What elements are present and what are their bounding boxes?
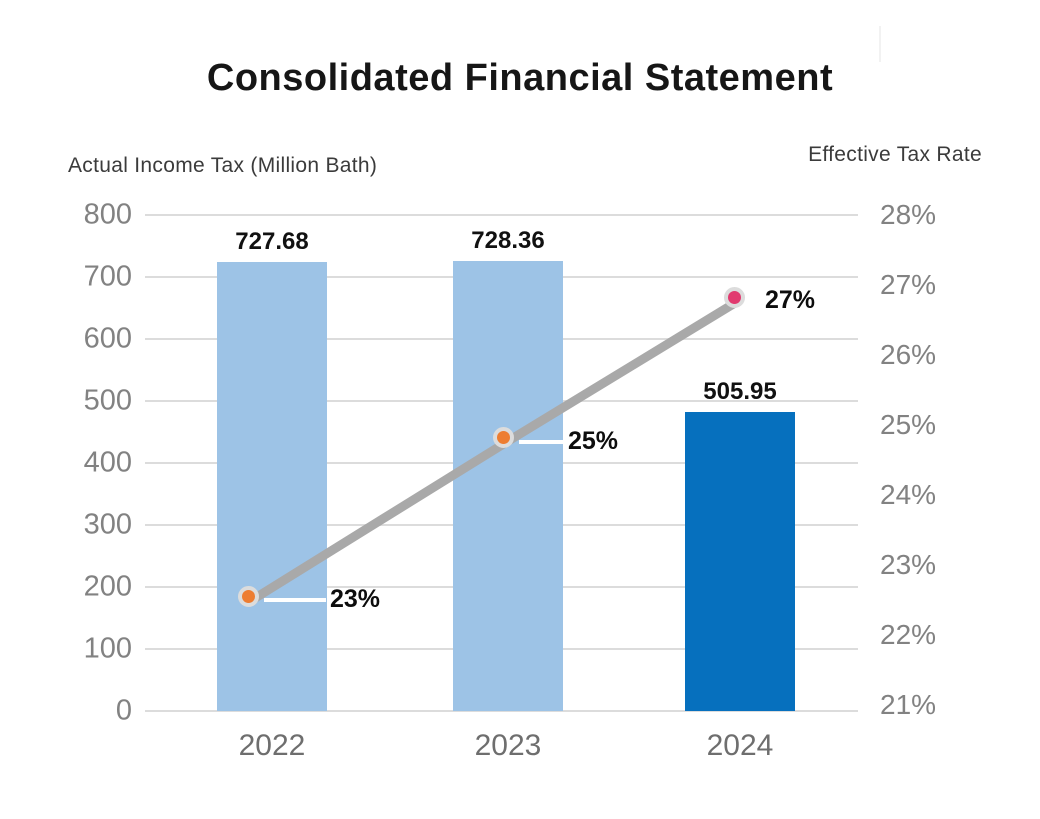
category-label-2022: 2022 [238, 729, 306, 762]
right-axis-tick: 21% [880, 689, 937, 720]
gridline [145, 214, 858, 216]
line-marker-2022 [237, 585, 259, 607]
bar-value-label: 505.95 [703, 378, 777, 406]
edge-artifact [879, 26, 881, 62]
rate-value-label: 23% [330, 585, 381, 613]
left-axis-tick: 600 [83, 322, 132, 355]
plot-area: 727.68 728.36 505.95 23% 25% 27% [145, 214, 858, 712]
chart-title: Consolidated Financial Statement [206, 57, 834, 99]
bar-value-label: 728.36 [471, 226, 545, 254]
left-axis-tick: 200 [83, 570, 132, 603]
left-axis-tick: 500 [83, 384, 132, 417]
gridline [145, 710, 858, 712]
rate-value-label: 25% [568, 426, 619, 455]
line-marker-2023 [492, 427, 514, 449]
rate-label-connector [519, 439, 564, 444]
rate-label-connector [264, 598, 326, 602]
line-marker-2024 [723, 286, 745, 308]
right-axis-tick: 26% [880, 339, 937, 370]
trend-line [247, 296, 743, 605]
left-axis-tick: 0 [115, 694, 132, 727]
left-axis-tick: 700 [83, 260, 132, 293]
right-axis-ticks: 28% 27% 26% 25% 24% 23% 22% 21% [880, 199, 980, 720]
rate-value-label: 27% [765, 286, 816, 315]
right-axis-tick: 23% [880, 549, 937, 580]
bar-2024 [685, 412, 795, 711]
left-axis-ticks: 800 700 600 500 400 300 200 100 0 [40, 199, 132, 727]
left-axis-tick: 800 [83, 198, 132, 231]
category-label-2023: 2023 [474, 729, 542, 762]
left-axis-tick: 400 [83, 446, 132, 479]
right-axis-title: Effective Tax Rate [808, 143, 982, 166]
bar-2023 [453, 260, 563, 711]
left-axis-tick: 100 [83, 632, 132, 665]
category-label-2024: 2024 [706, 729, 774, 762]
bar-value-label: 727.68 [235, 228, 309, 256]
bar-2022 [217, 262, 327, 711]
right-axis-tick: 25% [880, 409, 937, 440]
right-axis-tick: 27% [880, 269, 937, 300]
rate-label-connector [750, 299, 761, 304]
left-axis-title: Actual Income Tax (Million Bath) [68, 154, 378, 177]
right-axis-tick: 24% [880, 479, 937, 510]
left-axis-tick: 300 [83, 508, 132, 541]
right-axis-tick: 22% [880, 619, 937, 650]
right-axis-tick: 28% [880, 199, 937, 230]
